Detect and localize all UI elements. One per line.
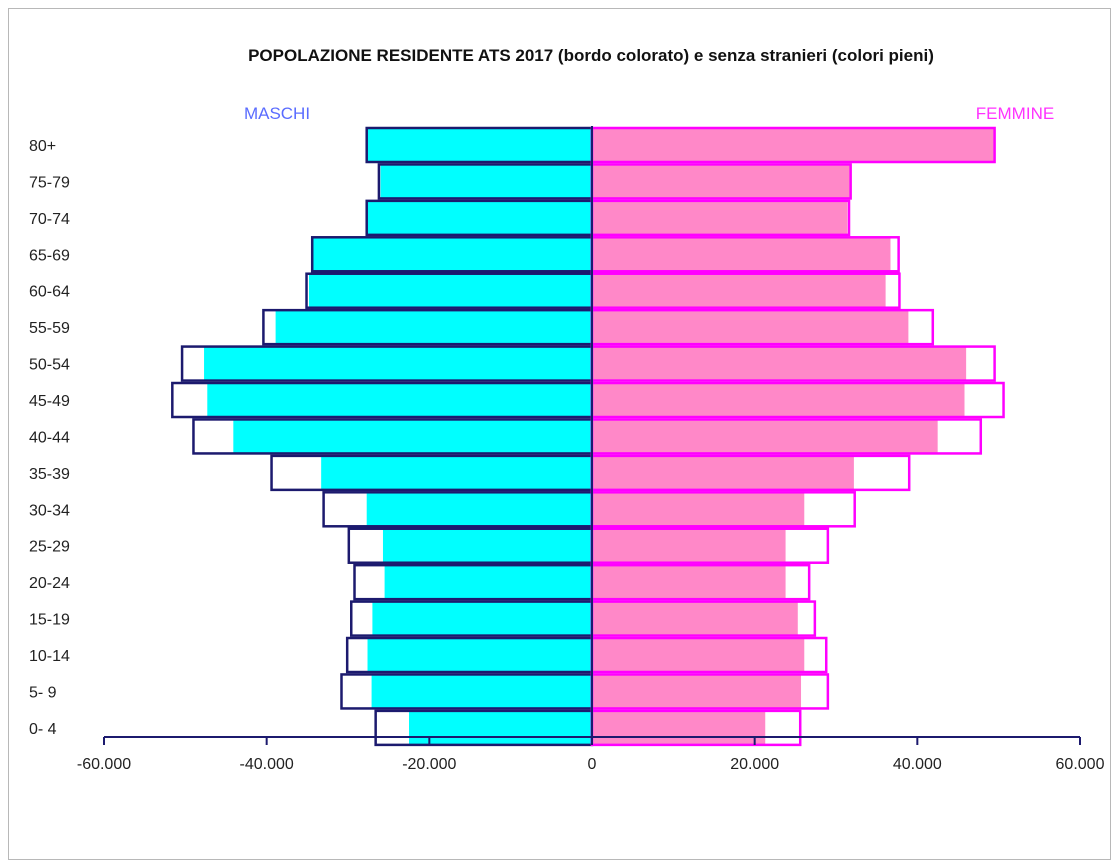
category-label: 50-54 [29, 357, 70, 374]
x-tick-label: 40.000 [893, 756, 942, 773]
bar-female-filled [592, 200, 848, 235]
category-labels: 80+ 75-79 70-74 65-69 60-64 55-59 50-54 45-49 40… [29, 138, 70, 738]
category-label: 15-19 [29, 612, 70, 629]
x-tick-label: -20.000 [402, 756, 456, 773]
bar-male-filled [380, 164, 592, 199]
category-label: 0- 4 [29, 721, 57, 738]
bar-female-filled [592, 455, 854, 490]
category-label: 40-44 [29, 429, 70, 446]
x-tick-label: -60.000 [77, 756, 131, 773]
bar-female-filled [592, 237, 891, 272]
bar-female-filled [592, 710, 766, 745]
chart-frame: POPOLAZIONE RESIDENTE ATS 2017 (bordo co… [8, 8, 1111, 860]
bar-male-filled [371, 674, 592, 709]
x-tick-label: -40.000 [240, 756, 294, 773]
bar-female-filled [592, 164, 850, 199]
bar-female-filled [592, 674, 802, 709]
bar-male-filled [321, 455, 592, 490]
category-label: 5- 9 [29, 684, 57, 701]
bar-male-filled [204, 346, 593, 381]
bar-female-filled [592, 601, 798, 636]
bars-group [171, 126, 1005, 747]
males-label: MASCHI [244, 104, 310, 123]
bar-male-filled [207, 383, 592, 418]
bar-female-filled [592, 565, 786, 600]
bar-female-filled [592, 346, 967, 381]
axes-group: -60.000 -40.000 -20.000 0 20.000 40.000 60.000 [77, 126, 1105, 773]
bar-male-filled [409, 710, 592, 745]
chart-title: POPOLAZIONE RESIDENTE ATS 2017 (bordo co… [248, 46, 934, 65]
bar-female-filled [592, 383, 965, 418]
category-label: 35-39 [29, 466, 70, 483]
bar-male-filled [366, 128, 592, 162]
category-label: 20-24 [29, 575, 70, 592]
category-label: 80+ [29, 138, 56, 155]
bar-male-filled [367, 638, 592, 673]
bar-female-filled [592, 528, 786, 563]
category-label: 65-69 [29, 247, 70, 264]
bar-female-filled [592, 273, 886, 308]
population-pyramid-chart: POPOLAZIONE RESIDENTE ATS 2017 (bordo co… [29, 46, 1105, 773]
bar-female-filled [592, 310, 909, 345]
category-label: 55-59 [29, 320, 70, 337]
category-label: 30-34 [29, 502, 70, 519]
x-tick-label: 60.000 [1056, 756, 1105, 773]
bar-male-filled [372, 601, 592, 636]
category-label: 10-14 [29, 648, 70, 665]
females-label: FEMMINE [976, 104, 1054, 123]
bar-male-filled [366, 492, 592, 527]
bar-male-filled [313, 237, 592, 272]
x-tick-label: 0 [588, 756, 597, 773]
bar-male-filled [382, 528, 592, 563]
bar-male-filled [275, 310, 592, 345]
category-label: 75-79 [29, 174, 70, 191]
bar-male-filled [308, 273, 592, 308]
category-label: 60-64 [29, 284, 70, 301]
bar-male-filled [233, 419, 592, 454]
bar-male-filled [384, 565, 592, 600]
bar-female-filled [592, 419, 938, 454]
x-tick-label: 20.000 [730, 756, 779, 773]
bar-male-filled [366, 200, 592, 235]
bar-female-filled [592, 638, 805, 673]
bar-female-filled [592, 128, 995, 162]
category-label: 45-49 [29, 393, 70, 410]
category-label: 70-74 [29, 211, 70, 228]
bar-female-filled [592, 492, 805, 527]
category-label: 25-29 [29, 539, 70, 556]
